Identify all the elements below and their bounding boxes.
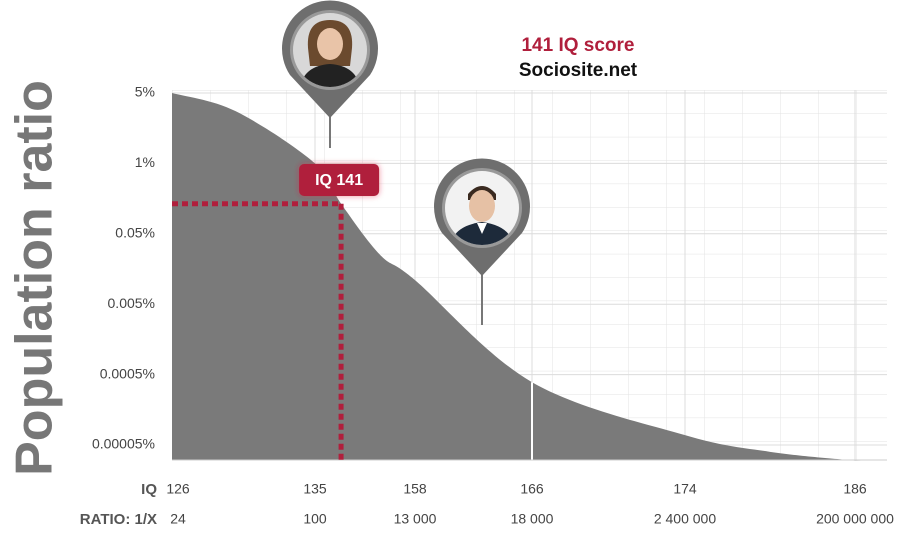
x-tick-label: 186 <box>843 481 867 497</box>
x2-tick-label: 2 400 000 <box>654 511 716 527</box>
y-tick-label: 0.05% <box>115 225 155 241</box>
y-tick-label: 1% <box>135 154 155 170</box>
x2-tick-label: 18 000 <box>511 511 554 527</box>
x2-axis-title: RATIO: 1/X <box>80 511 157 528</box>
person-pin <box>282 0 378 148</box>
y-tick-label: 0.00005% <box>92 436 155 452</box>
person-pin <box>434 158 530 325</box>
x2-tick-label: 200 000 000 <box>816 511 894 527</box>
chart-subtitle: Sociosite.net <box>519 60 638 81</box>
area <box>172 93 887 461</box>
highlight-label: IQ 141 <box>315 172 363 189</box>
x-tick-label: 174 <box>673 481 697 497</box>
y-axis-title: Population ratio <box>6 80 64 476</box>
x-tick-label: 158 <box>403 481 427 497</box>
x-axis-title: IQ <box>141 481 157 498</box>
highlight: IQ 141 <box>172 164 380 460</box>
y-tick-label: 0.005% <box>108 295 155 311</box>
y-tick-label: 0.0005% <box>100 365 155 381</box>
x-tick-label: 126 <box>166 481 190 497</box>
highlight-badge <box>299 164 380 196</box>
x2-tick-label: 100 <box>303 511 327 527</box>
x-tick-label: 135 <box>303 481 327 497</box>
x-tick-label: 166 <box>520 481 544 497</box>
x2-tick-label: 13 000 <box>394 511 437 527</box>
y-tick-label: 5% <box>135 84 155 100</box>
chart-title: 141 IQ score <box>521 35 634 56</box>
x2-tick-label: 24 <box>170 511 186 527</box>
